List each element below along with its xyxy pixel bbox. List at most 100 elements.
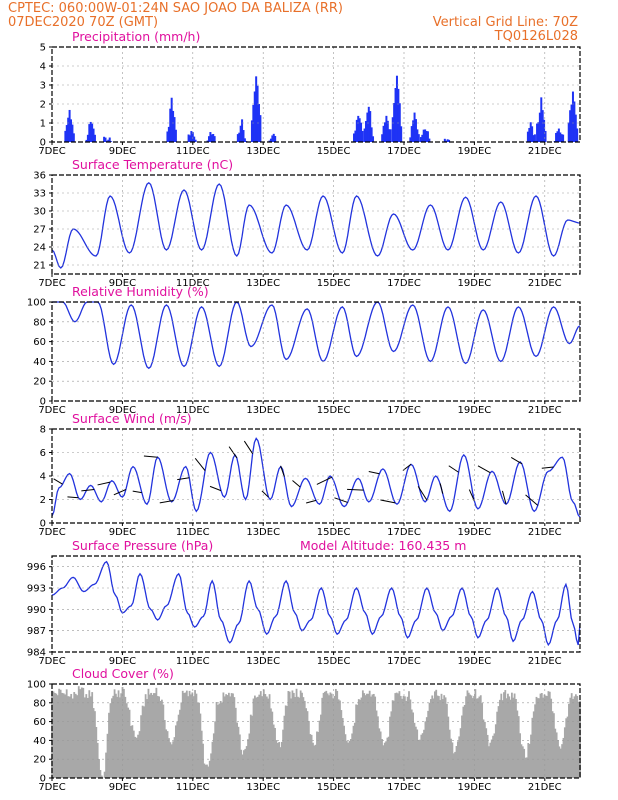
wind-arrow bbox=[417, 486, 428, 501]
precip-bar bbox=[541, 110, 544, 142]
cloud-bar bbox=[486, 734, 489, 778]
precip-bar bbox=[64, 130, 67, 142]
cloud-bar bbox=[348, 740, 351, 778]
x-tick-label: 17DEC bbox=[387, 656, 421, 667]
cloud-bar bbox=[332, 698, 335, 778]
wind-arrow bbox=[97, 481, 111, 486]
cloud-bar bbox=[465, 696, 467, 778]
y-tick-label: 4 bbox=[40, 62, 46, 73]
cloud-bar bbox=[96, 742, 99, 778]
cloud-bar bbox=[328, 695, 330, 778]
panel-3: Surface Wind (m/s) 0 2 4 6 8 7DEC 9DEC 11DEC 13DE… bbox=[38, 411, 581, 538]
y-tick-label: 2 bbox=[40, 495, 46, 506]
wind-arrow bbox=[368, 471, 380, 475]
cloud-bar bbox=[467, 692, 470, 778]
cloud-bar bbox=[181, 690, 184, 778]
x-tick-label: 19DEC bbox=[458, 782, 492, 793]
y-tick-label: 0 bbox=[40, 397, 46, 408]
cloud-bar bbox=[199, 713, 202, 778]
cloud-bar bbox=[71, 698, 74, 778]
cloud-bar bbox=[204, 764, 207, 778]
cloud-bar bbox=[217, 704, 219, 778]
cloud-bar bbox=[562, 737, 565, 778]
cloud-bar bbox=[318, 720, 321, 778]
cloud-bar bbox=[161, 699, 163, 778]
cloud-bar bbox=[152, 693, 155, 778]
wind-arrow bbox=[501, 490, 507, 505]
precip-bar bbox=[67, 117, 70, 142]
cloud-bar bbox=[519, 733, 521, 778]
precip-bar bbox=[576, 128, 579, 142]
precip-bar bbox=[193, 136, 196, 142]
precip-bar bbox=[243, 138, 246, 142]
cloud-bar bbox=[68, 696, 71, 778]
precip-bar bbox=[367, 106, 370, 142]
cloud-bar bbox=[566, 716, 569, 778]
cloud-bar bbox=[492, 735, 494, 778]
cloud-bar bbox=[124, 696, 127, 778]
plot-frame bbox=[51, 46, 581, 143]
cloud-bar bbox=[563, 727, 566, 778]
cloud-bar bbox=[420, 734, 423, 778]
cloud-bar bbox=[261, 696, 264, 778]
cloud-bar bbox=[540, 693, 543, 778]
x-tick-label: 9DEC bbox=[109, 146, 136, 157]
cloud-bar bbox=[236, 722, 238, 778]
precip-bar bbox=[382, 125, 385, 142]
cloud-bar bbox=[232, 693, 234, 778]
cloud-bar bbox=[499, 699, 501, 778]
cloud-bar bbox=[512, 697, 515, 778]
precip-bar bbox=[85, 139, 88, 142]
cloud-bar bbox=[329, 692, 332, 778]
cloud-bar bbox=[339, 700, 341, 778]
cloud-bar bbox=[55, 693, 58, 778]
cloud-bar bbox=[276, 743, 279, 778]
cloud-bar bbox=[241, 754, 244, 778]
precip-bar bbox=[556, 131, 559, 142]
wind-arrow bbox=[292, 480, 301, 488]
cloud-bar bbox=[399, 695, 402, 778]
series-line bbox=[52, 301, 581, 370]
cloud-bar bbox=[54, 692, 56, 778]
x-tick-label: 7DEC bbox=[38, 656, 65, 667]
cloud-bar bbox=[234, 707, 237, 778]
panel-title: Surface Pressure (hPa) bbox=[72, 538, 213, 553]
cloud-bar bbox=[179, 709, 181, 778]
cloud-bar bbox=[475, 698, 478, 778]
cloud-bar bbox=[385, 741, 387, 778]
cloud-bar bbox=[192, 696, 195, 778]
cloud-bar bbox=[394, 693, 397, 778]
cloud-bar bbox=[405, 700, 408, 778]
x-tick-label: 7DEC bbox=[38, 278, 65, 289]
precip-bar bbox=[448, 139, 451, 142]
panel-title: Relative Humidity (%) bbox=[72, 284, 209, 299]
precip-bar bbox=[169, 108, 172, 142]
cloud-bar bbox=[158, 696, 161, 778]
precip-bar bbox=[213, 136, 216, 142]
y-tick-label: 33 bbox=[33, 189, 46, 200]
cloud-bar bbox=[230, 693, 233, 778]
precip-bar bbox=[88, 124, 91, 142]
cloud-bar bbox=[137, 734, 139, 778]
y-tick-label: 996 bbox=[27, 562, 46, 573]
cloud-bar bbox=[434, 691, 436, 778]
station-line: CPTEC: 060:00W-01:24N SAO JOAO DA BALIZA… bbox=[8, 1, 343, 16]
cloud-bar bbox=[118, 697, 121, 778]
x-tick-label: 11DEC bbox=[176, 527, 210, 538]
cloud-bar bbox=[479, 695, 482, 778]
x-tick-label: 11DEC bbox=[176, 656, 210, 667]
cloud-bar bbox=[128, 709, 131, 778]
cloud-bar bbox=[95, 726, 98, 778]
precip-bar bbox=[105, 140, 108, 142]
plot-frame bbox=[51, 301, 581, 402]
cloud-bar bbox=[425, 717, 428, 778]
precip-bar bbox=[174, 129, 177, 142]
cloud-bar bbox=[147, 688, 150, 778]
precip-bar bbox=[540, 97, 543, 142]
cloud-bar bbox=[488, 746, 490, 778]
precip-bar bbox=[559, 132, 562, 142]
panel-5: Cloud Cover (%) 0 20 40 60 80 100 7DEC 9DEC 11DEC… bbox=[27, 666, 581, 793]
precip-bar bbox=[536, 123, 539, 142]
precip-bar bbox=[187, 134, 190, 142]
cloud-bar bbox=[508, 696, 511, 778]
